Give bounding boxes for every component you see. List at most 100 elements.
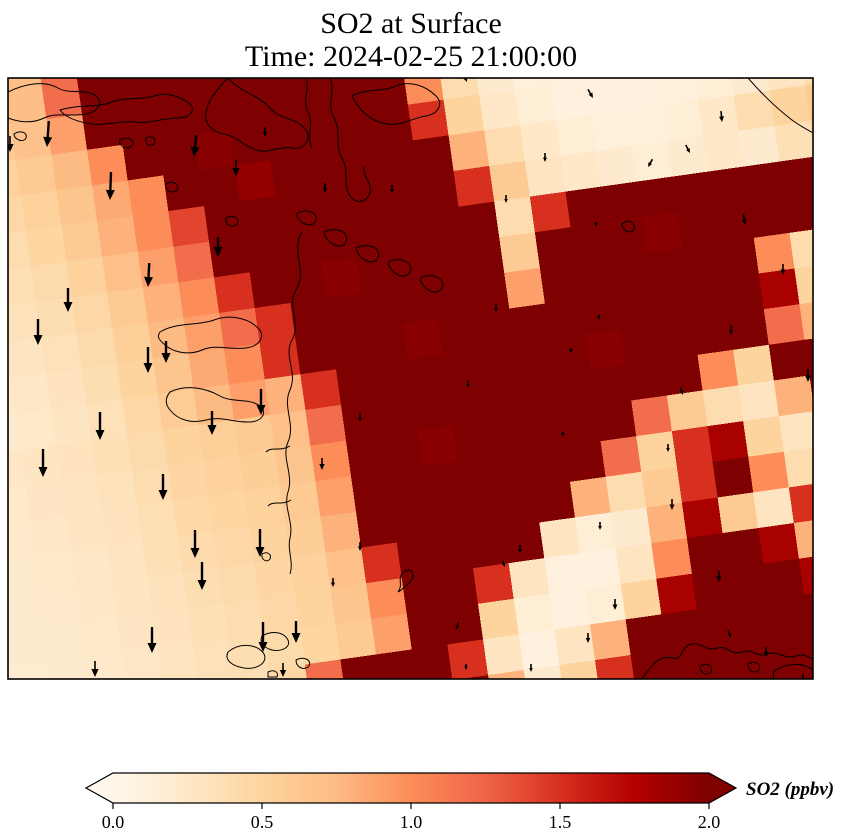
heatmap-cell	[630, 649, 673, 679]
heatmap-cell	[391, 501, 434, 544]
wind-arrow	[144, 262, 154, 287]
wind-arrow	[255, 529, 265, 557]
heatmap-cell	[788, 482, 813, 524]
heatmap-cell	[840, 330, 854, 372]
heatmap-cell	[591, 110, 633, 152]
heatmap-cell	[846, 111, 854, 153]
heatmap-cell	[805, 80, 813, 122]
heatmap-cell	[417, 680, 459, 722]
heatmap-cell	[706, 675, 749, 679]
heatmap-cell	[142, 536, 184, 579]
wind-arrow	[38, 449, 48, 477]
colorbar-tick-label: 0.5	[251, 812, 274, 832]
heatmap-cell	[612, 0, 654, 40]
heatmap-cell	[412, 135, 455, 177]
heatmap-cell	[605, 726, 647, 768]
heatmap-cell	[188, 93, 231, 136]
heatmap-cell	[122, 139, 165, 182]
coastline-path	[419, 275, 444, 293]
heatmap-cell	[315, 476, 358, 518]
heatmap-cell	[790, 0, 832, 15]
heatmap-cell	[671, 426, 714, 468]
colorbar-tick-label: 1.5	[549, 812, 572, 832]
heatmap-cell	[620, 578, 663, 621]
heatmap-cell	[8, 78, 43, 90]
colorbar-ticks: 0.0 0.5 1.0 1.5 2.0	[102, 803, 720, 832]
heatmap-cell	[406, 608, 449, 651]
heatmap-cell	[167, 460, 210, 503]
heatmap-cell	[617, 34, 659, 76]
heatmap-cell	[0, 526, 1, 568]
heatmap-cell	[0, 704, 26, 746]
wind-arrow	[33, 319, 43, 345]
heatmap-cell	[121, 648, 164, 679]
heatmap-cell	[850, 401, 854, 443]
heatmap-cell	[820, 187, 854, 229]
heatmap-cell	[529, 446, 571, 488]
wind-arrow	[455, 622, 460, 630]
heatmap-cell	[748, 197, 791, 239]
heatmap-cell	[361, 287, 404, 330]
coastline-path	[387, 259, 412, 277]
heatmap-cell	[763, 558, 805, 601]
heatmap-cell	[147, 317, 190, 360]
heatmap-cell	[320, 257, 363, 299]
heatmap-cell	[610, 507, 653, 549]
heatmap-cell	[168, 205, 211, 248]
heatmap-cell	[361, 542, 403, 585]
heatmap-cell	[594, 654, 637, 679]
heatmap-cell	[555, 115, 598, 157]
heatmap-cell	[371, 613, 413, 656]
heatmap-cell	[284, 516, 327, 559]
heatmap-cell	[96, 725, 138, 767]
heatmap-cell	[667, 135, 710, 178]
coastline-path	[295, 210, 317, 226]
heatmap-cell	[773, 375, 813, 417]
heatmap-cell	[493, 706, 535, 748]
heatmap-cell	[708, 166, 750, 209]
coastline-path	[165, 181, 179, 193]
heatmap-cell	[407, 99, 450, 142]
heatmap-cell	[249, 267, 292, 309]
heatmap-cell	[386, 721, 428, 763]
heatmap-cell	[626, 359, 668, 402]
coastline-path	[323, 229, 348, 247]
heatmap-cell	[233, 669, 276, 679]
heatmap-cell	[417, 425, 459, 468]
heatmap-cell	[651, 283, 694, 326]
coastline-path	[265, 445, 291, 453]
heatmap-cell	[310, 185, 353, 228]
heatmap-cell	[152, 353, 195, 396]
heatmap-cell	[829, 513, 854, 555]
wind-arrow	[716, 571, 722, 582]
heatmap-cell	[167, 715, 209, 757]
map-frame	[7, 77, 814, 680]
heatmap-cell	[483, 634, 525, 676]
wind-arrow	[728, 325, 734, 335]
heatmap-cell	[300, 114, 343, 157]
heatmap-cell	[0, 562, 6, 604]
heatmap-cell	[143, 28, 185, 70]
colorbar-bar	[84, 772, 738, 804]
heatmap-cell	[467, 527, 510, 570]
heatmap-cell	[783, 446, 813, 489]
coastline-path	[621, 221, 635, 233]
wind-arrow	[597, 315, 601, 320]
heatmap-cell	[768, 594, 810, 636]
heatmap-cell	[728, 78, 771, 97]
heatmap-cell	[198, 419, 241, 462]
heatmap-cell	[25, 480, 67, 523]
heatmap-cell	[157, 643, 199, 679]
heatmap-cell	[509, 78, 552, 91]
heatmap-cell	[101, 506, 144, 548]
colorbar-label: SO2 (ppbv)	[746, 779, 834, 800]
heatmap-cell	[513, 593, 556, 636]
coastline-path	[747, 661, 761, 673]
heatmap-cell	[549, 334, 592, 376]
heatmap-cell	[758, 268, 801, 311]
heatmap-cell	[8, 485, 32, 528]
heatmap-cell	[584, 583, 627, 626]
heatmap-cell	[8, 521, 37, 563]
